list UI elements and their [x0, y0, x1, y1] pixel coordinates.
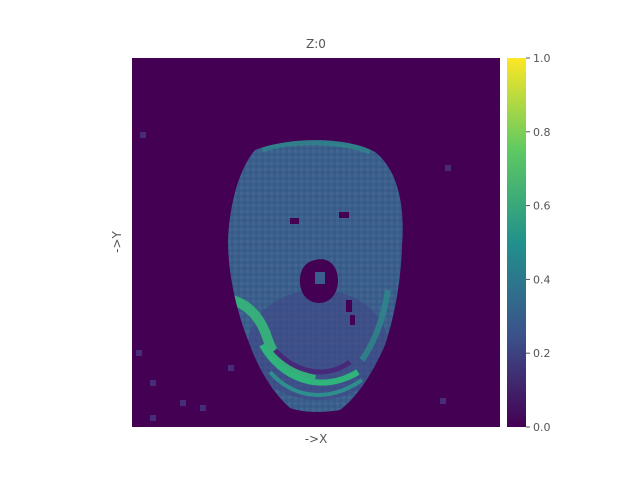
colorbar: 0.0 0.2 0.4 0.6 0.8 1.0: [507, 52, 551, 434]
jaw-arc-outer: [259, 343, 360, 386]
x-axis-label: ->X: [305, 432, 328, 446]
colorbar-tick-label: 0.8: [533, 126, 551, 139]
jaw-arc-lower: [268, 370, 364, 397]
jaw-arc-inner: [273, 348, 352, 375]
right-eye: [339, 212, 349, 218]
heatmap: [132, 58, 500, 427]
cavity-notch: [346, 300, 352, 312]
head-top-ridge: [261, 140, 371, 155]
chart-title: Z:0: [306, 37, 326, 51]
background-speckles: [136, 132, 451, 421]
colorbar-ticks: 0.0 0.2 0.4 0.6 0.8 1.0: [526, 52, 551, 434]
colorbar-tick-label: 0.2: [533, 347, 551, 360]
y-axis-label: ->Y: [110, 230, 124, 252]
colorbar-tick-label: 0.0: [533, 421, 551, 434]
colorbar-gradient: [507, 58, 526, 427]
colorbar-tick-label: 0.4: [533, 273, 551, 286]
cavity-inner: [315, 272, 325, 284]
cavity-notch-lower: [350, 315, 355, 325]
jaw-bright-band: [230, 295, 317, 385]
colorbar-tick-label: 0.6: [533, 200, 551, 213]
left-eye: [290, 218, 299, 224]
right-cheek-band: [359, 289, 391, 362]
colorbar-tick-label: 1.0: [533, 52, 551, 65]
